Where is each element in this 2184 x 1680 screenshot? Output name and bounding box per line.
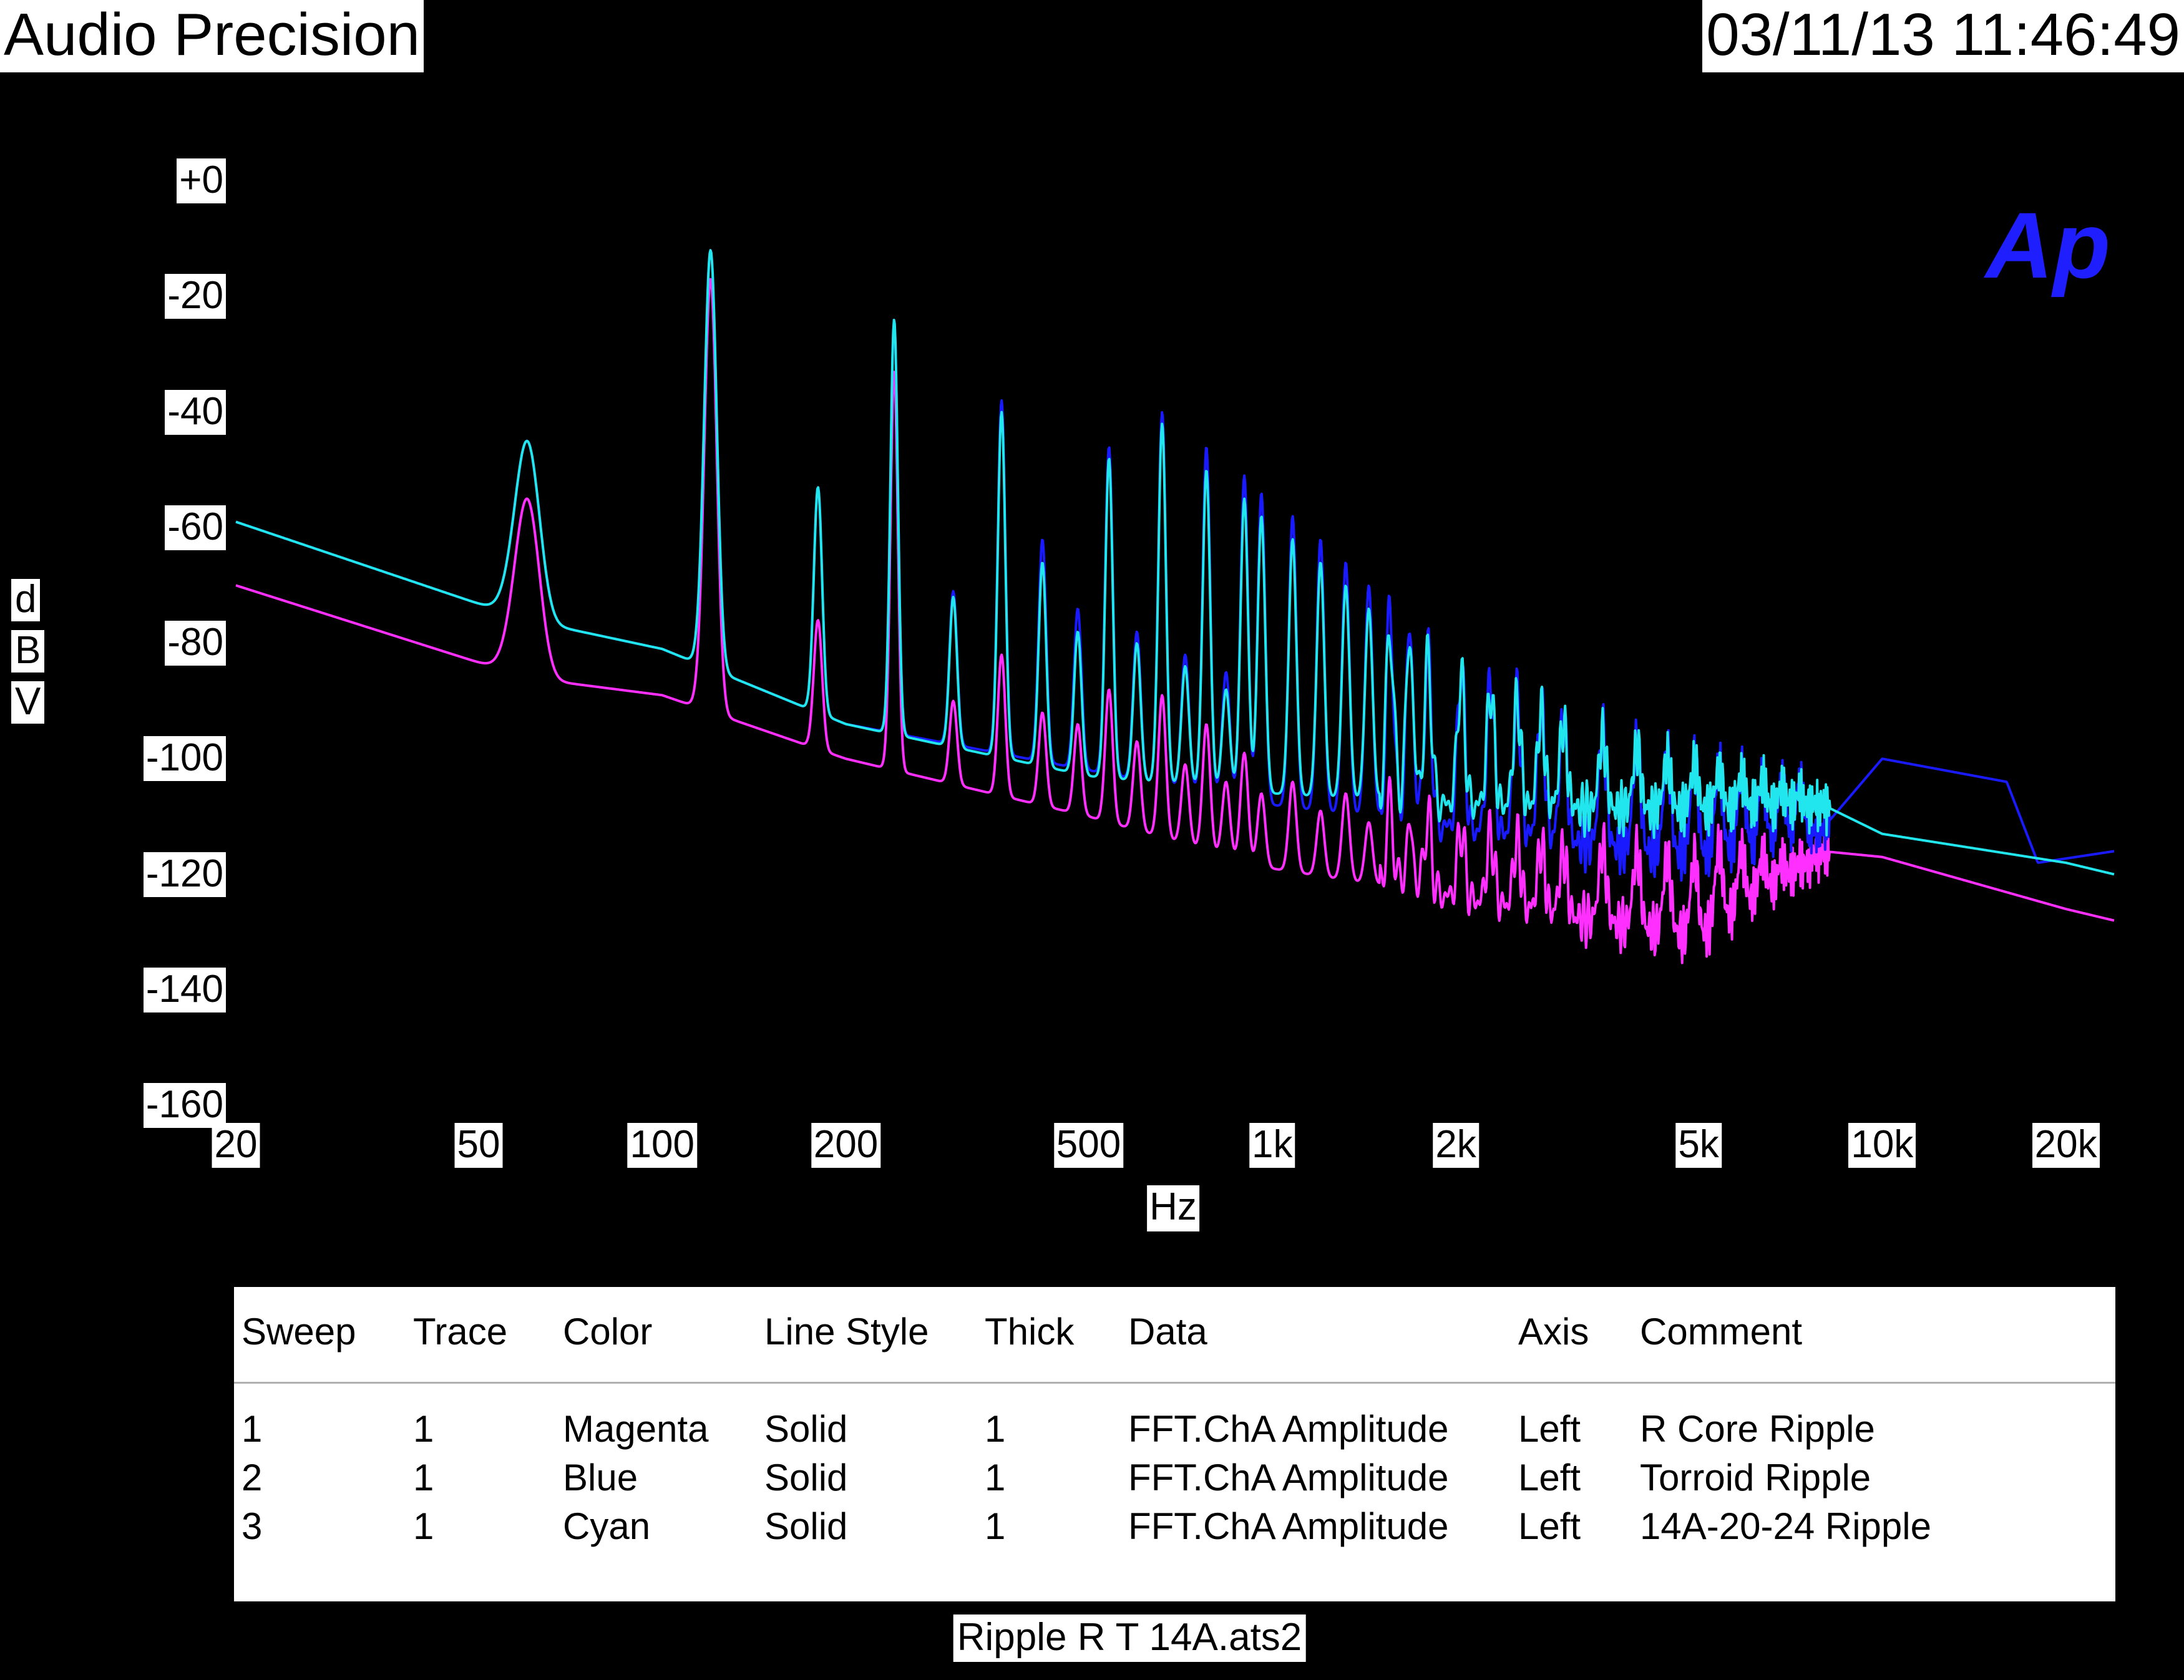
legend-cell: 1 [241,1408,263,1450]
y-tick-label: -60 [165,505,226,550]
x-tick-label: 1k [1249,1123,1295,1168]
legend-cell: Left [1518,1457,1581,1498]
legend-cell: Torroid Ripple [1640,1457,1871,1498]
y-tick-label: -80 [165,621,226,666]
y-axis-label-letter: B [11,630,45,672]
legend-cell: R Core Ripple [1640,1408,1875,1450]
ap-logo-icon: Ap [1983,193,2110,298]
x-axis-label: Hz [1147,1185,1199,1231]
legend-header-divider [234,1382,2115,1384]
x-tick-label: 500 [1053,1123,1124,1168]
x-tick-label: 200 [811,1123,881,1168]
legend-cell: Magenta [563,1408,709,1450]
x-tick-label: 100 [627,1123,697,1168]
legend-cell: 14A-20-24 Ripple [1640,1505,1931,1547]
x-tick-label: 20 [212,1123,260,1168]
svg-text:Ap: Ap [1983,197,2108,298]
legend-cell: 1 [985,1457,1006,1498]
series-line-3 [235,249,2115,876]
x-tick-label: 10k [1848,1123,1916,1168]
y-tick-label: -40 [165,389,226,435]
legend-cell: FFT.ChA Amplitude [1128,1408,1449,1450]
ap-logo: Ap [1983,193,2110,309]
legend-header-cell: Sweep [241,1311,356,1352]
series-line-1 [235,278,2115,964]
timestamp-label: 03/11/13 11:46:49 [1702,0,2184,72]
legend-cell: Left [1518,1505,1581,1547]
legend-cell: 1 [413,1505,434,1547]
legend-cell: Left [1518,1408,1581,1450]
series-line-2 [235,249,2115,882]
x-tick-label: 2k [1433,1123,1479,1168]
series-layer [235,249,2115,964]
legend-header-cell: Thick [985,1311,1075,1352]
legend-cell: 1 [413,1408,434,1450]
legend-header-cell: Trace [413,1311,508,1352]
legend-cell: Cyan [563,1505,651,1547]
legend-table: Sweep Trace Color Line Style Thick Data Axis Co… [234,1287,2115,1601]
y-tick-label: -20 [165,274,226,319]
y-tick-label: -160 [143,1083,226,1128]
legend-header-cell: Comment [1640,1311,1803,1352]
filename-label: Ripple R T 14A.ats2 [953,1614,1306,1662]
y-tick-label: -100 [143,736,226,782]
legend-cell: 3 [241,1505,263,1547]
x-tick-label: 5k [1675,1123,1722,1168]
legend-cell: Blue [563,1457,638,1498]
legend-header-cell: Color [563,1311,653,1352]
y-tick-label: +0 [177,158,226,203]
y-axis-label-letter: d [11,579,41,621]
y-axis-label-letter: V [11,681,45,724]
legend-header-cell: Line Style [764,1311,929,1352]
legend-cell: 1 [985,1408,1006,1450]
y-tick-label: -120 [143,852,226,897]
legend-cell: Solid [764,1505,848,1547]
legend-cell: Solid [764,1408,848,1450]
brand-label: Audio Precision [0,0,424,72]
legend-header-cell: Axis [1518,1311,1589,1352]
legend-cell: 2 [241,1457,263,1498]
legend-cell: FFT.ChA Amplitude [1128,1457,1449,1498]
legend-cell: 1 [985,1505,1006,1547]
legend-cell: FFT.ChA Amplitude [1128,1505,1449,1547]
x-tick-label: 20k [2032,1123,2100,1168]
legend-cell: Solid [764,1457,848,1498]
x-tick-label: 50 [454,1123,503,1168]
legend-header-cell: Data [1128,1311,1207,1352]
legend-cell: 1 [413,1457,434,1498]
y-tick-label: -140 [143,967,226,1012]
